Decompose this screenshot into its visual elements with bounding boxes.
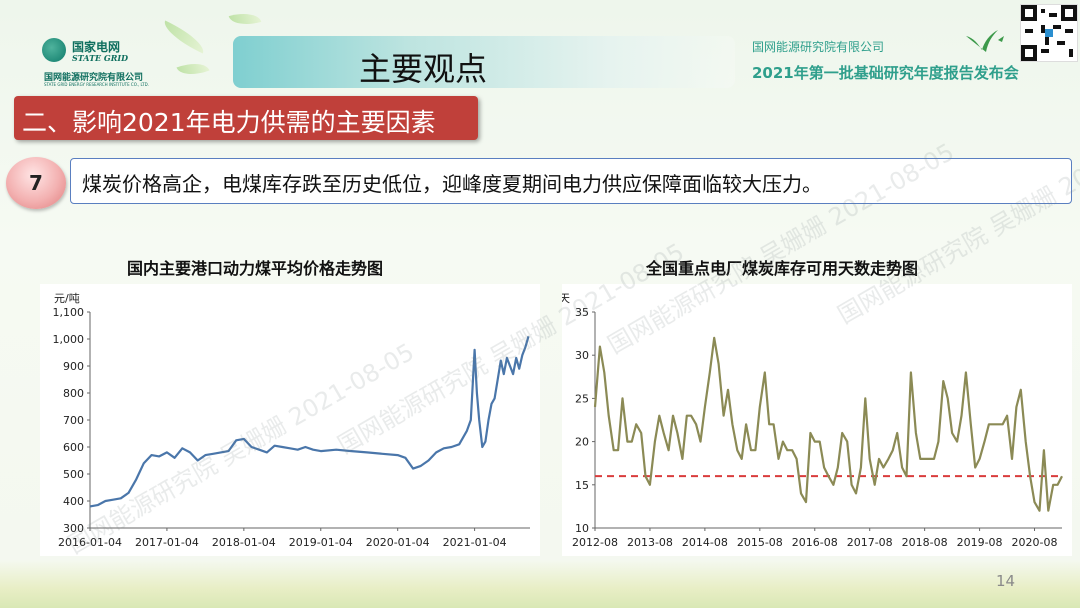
chart-title-coal-price: 国内主要港口动力煤平均价格走势图 [127, 259, 384, 278]
x-tick-label: 2013-08 [627, 536, 673, 549]
y-tick-label: 700 [63, 414, 84, 427]
x-tick-label: 2017-01-04 [135, 536, 199, 549]
conference-title: 2021年第一批基础研究年度报告发布会 [752, 64, 1019, 82]
x-tick-label: 2018-08 [902, 536, 948, 549]
x-tick-label: 2016-01-04 [58, 536, 122, 549]
page-title: 主要观点 [359, 50, 488, 88]
qr-code-icon [1020, 4, 1078, 62]
leaf-decoration [176, 57, 210, 81]
x-tick-label: 2020-01-04 [366, 536, 430, 549]
state-grid-logo-icon [42, 38, 66, 62]
chart-panel-coal-price: 元/吨 300 400 500 600 700 800 900 1,000 1,100 2016-0… [40, 284, 540, 556]
series-line [593, 336, 1063, 512]
x-tick-label: 2017-08 [847, 536, 893, 549]
y-tick-label: 10 [575, 522, 589, 535]
x-tick-label: 2015-08 [737, 536, 783, 549]
x-tick-label: 2019-08 [957, 536, 1003, 549]
x-tick-label: 2014-08 [682, 536, 728, 549]
y-tick-label: 300 [63, 522, 84, 535]
organization-name: 国网能源研究院有限公司 [752, 40, 885, 54]
y-tick-label: 500 [63, 468, 84, 481]
y-tick-label: 400 [63, 495, 84, 508]
logo-name: 国家电网 [72, 40, 121, 54]
logo-name-en: STATE GRID [72, 53, 129, 63]
y-tick-label: 800 [63, 387, 84, 400]
y-tick-label: 1,000 [53, 333, 85, 346]
x-tick-label: 2020-08 [1012, 536, 1058, 549]
title-banner [233, 36, 735, 88]
page-number: 14 [996, 572, 1016, 590]
key-point-box [70, 158, 1072, 204]
point-number-badge: 7 [6, 157, 66, 209]
key-point-text: 煤炭价格高企，电煤库存跌至历史低位，迎峰度夏期间电力供应保障面临较大压力。 [82, 172, 822, 196]
coal-stock-days-chart: 天 10 15 20 25 30 35 2012-08 2013-08 2014-08 2015-0… [562, 292, 1063, 549]
y-axis-label: 元/吨 [54, 292, 80, 305]
x-tick-label: 2021-01-04 [443, 536, 507, 549]
coal-price-chart: 元/吨 300 400 500 600 700 800 900 1,000 1,100 2016-0… [53, 292, 530, 549]
logo-institute: 国网能源研究院有限公司 [44, 73, 144, 83]
y-tick-label: 1,100 [53, 306, 85, 319]
y-axis-label: 天 [562, 292, 570, 305]
y-tick-label: 15 [575, 479, 589, 492]
series-line [89, 335, 530, 508]
x-tick-label: 2016-08 [792, 536, 838, 549]
y-tick-label: 25 [575, 392, 589, 405]
x-tick-label: 2018-01-04 [212, 536, 276, 549]
y-tick-label: 30 [575, 349, 589, 362]
chart-title-coal-stock-days: 全国重点电厂煤炭库存可用天数走势图 [646, 259, 919, 278]
bird-logo-icon [966, 30, 1004, 52]
y-tick-label: 600 [63, 441, 84, 454]
leaf-decoration [159, 20, 209, 54]
logo-institute-en: STATE GRID ENERGY RESEARCH INSTITUTE CO.… [44, 82, 149, 87]
leaf-decoration [228, 8, 262, 30]
section-heading-box [14, 96, 478, 140]
x-tick-label: 2012-08 [572, 536, 618, 549]
chart-panel-coal-stock-days: 天 10 15 20 25 30 35 2012-08 2013-08 2014-08 2015-0… [562, 284, 1072, 556]
y-tick-label: 900 [63, 360, 84, 373]
y-tick-label: 20 [575, 436, 589, 449]
y-tick-label: 35 [575, 306, 589, 319]
bottom-grass-decoration [0, 560, 1080, 608]
x-tick-label: 2019-01-04 [289, 536, 353, 549]
section-heading: 二、影响2021年电力供需的主要因素 [22, 108, 436, 137]
